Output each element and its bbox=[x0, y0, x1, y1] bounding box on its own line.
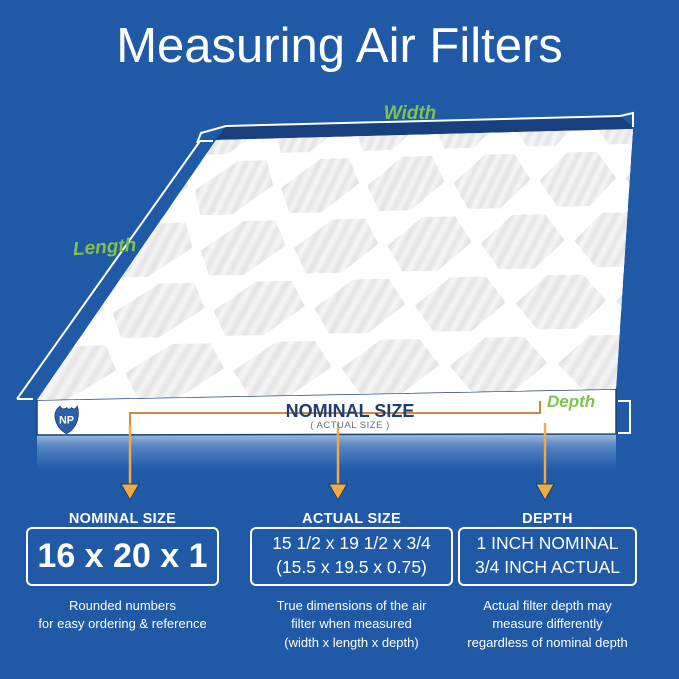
svg-text:Width: Width bbox=[384, 103, 437, 124]
svg-text:Length: Length bbox=[72, 235, 137, 260]
svg-text:( ACTUAL SIZE ): ( ACTUAL SIZE ) bbox=[310, 420, 389, 431]
svg-text:NOMINAL SIZE: NOMINAL SIZE bbox=[286, 401, 415, 421]
svg-text:NP: NP bbox=[59, 414, 74, 426]
svg-text:Depth: Depth bbox=[547, 392, 595, 411]
